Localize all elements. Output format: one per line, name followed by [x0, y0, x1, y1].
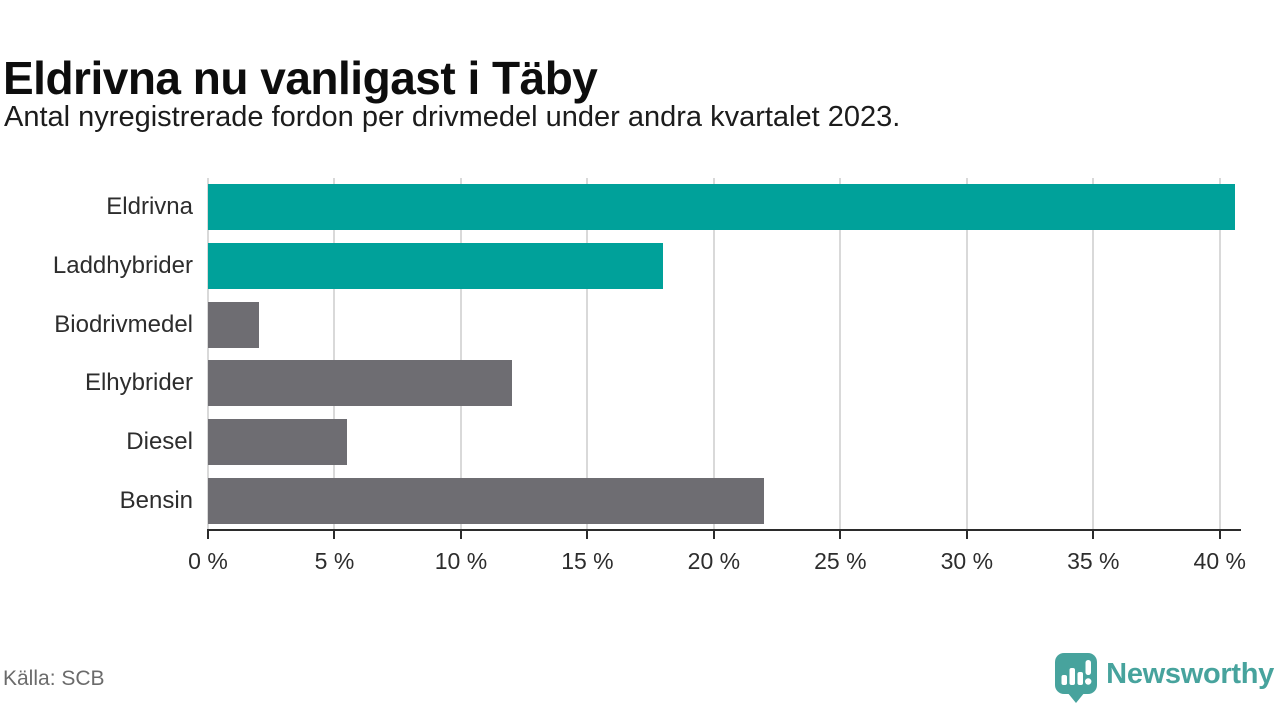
tick-mark: [207, 531, 209, 539]
bar-eldrivna: [208, 184, 1235, 231]
tick-mark: [1092, 531, 1095, 539]
page-subtitle: Antal nyregistrerade fordon per drivmede…: [4, 101, 901, 133]
tick-mark: [333, 531, 336, 539]
category-axis: Eldrivna Laddhybrider Biodrivmedel Elhybrid…: [0, 178, 193, 530]
newsworthy-wordmark: Newsworthy: [1106, 658, 1274, 690]
tick-mark: [586, 531, 589, 539]
bar-laddhybrider: [208, 243, 664, 289]
gridline: [1092, 178, 1095, 530]
x-tick-label: 5 %: [314, 548, 355, 574]
x-tick-label: 15 %: [561, 548, 614, 574]
newsworthy-logo: Newsworthy: [1054, 652, 1274, 704]
gridline: [333, 178, 336, 530]
tick-mark: [459, 531, 462, 539]
gridline: [586, 178, 589, 530]
gridline: [712, 178, 715, 530]
gridline: [207, 178, 209, 530]
x-tick-label: 35 %: [1067, 548, 1120, 574]
x-tick-label: 20 %: [687, 548, 741, 574]
x-tick-label: 40 %: [1193, 548, 1246, 574]
x-tick-label: 30 %: [940, 548, 994, 574]
category-label: Biodrivmedel: [54, 310, 193, 338]
source-note: Källa: SCB: [3, 667, 105, 690]
gridline: [1218, 178, 1221, 530]
category-label: Bensin: [119, 486, 193, 514]
tick-mark: [839, 531, 842, 539]
gridline: [459, 178, 462, 530]
x-tick-label: 10 %: [434, 548, 488, 574]
bar-elhybrider: [208, 360, 512, 407]
tick-mark: [965, 531, 968, 539]
x-axis-ticks: [207, 531, 1240, 539]
category-label: Laddhybrider: [52, 251, 193, 279]
newsworthy-icon: [1055, 653, 1098, 703]
bar-diesel: [208, 419, 348, 465]
category-label: Eldrivna: [106, 193, 193, 221]
page-title: Eldrivna nu vanligast i Täby: [3, 51, 598, 104]
x-axis-tick-labels: 0 % 5 % 10 % 15 % 20 % 25 % 30 % 35 % 40 %: [188, 548, 1246, 578]
x-tick-label: 0 %: [188, 548, 228, 574]
tick-mark: [712, 531, 715, 539]
gridline: [965, 178, 968, 530]
x-tick-label: 25 %: [814, 548, 867, 574]
bar-chart-plot: [207, 178, 1240, 530]
tick-mark: [1218, 531, 1221, 539]
category-label: Elhybrider: [84, 369, 193, 397]
category-label: Diesel: [126, 427, 193, 455]
bar-bensin: [208, 477, 765, 524]
gridline: [839, 178, 842, 530]
bar-biodrivmedel: [208, 301, 259, 348]
x-axis-line: [207, 529, 1241, 531]
